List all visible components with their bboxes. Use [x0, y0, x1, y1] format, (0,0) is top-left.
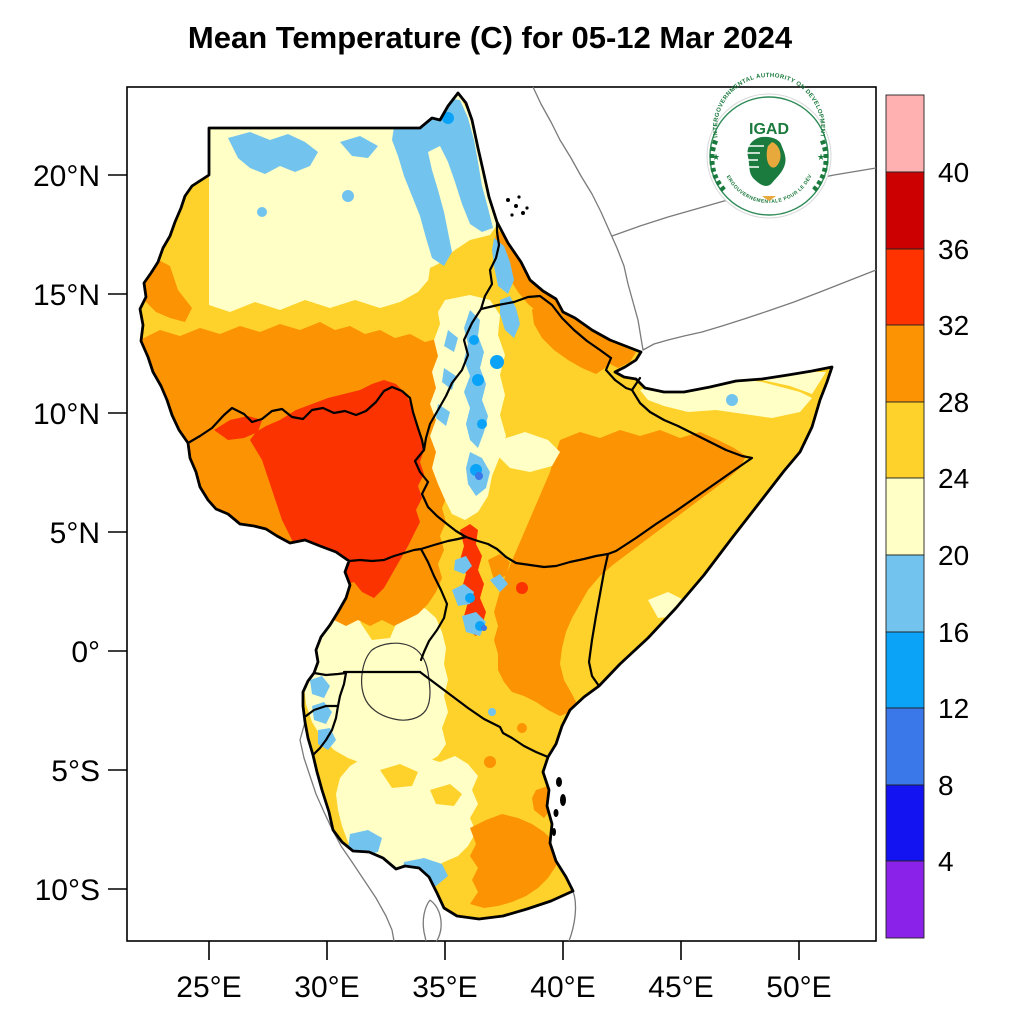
colorbar-swatch-32-36	[885, 248, 925, 326]
colorbar-swatch-28-32	[885, 324, 925, 403]
temperature-fill-layer	[140, 93, 832, 919]
figure-title: Mean Temperature (C) for 05-12 Mar 2024	[188, 20, 793, 55]
colorbar-swatch-8-12	[885, 707, 925, 786]
colorbar-label-32: 32	[938, 310, 969, 341]
axis-ticks	[108, 174, 800, 960]
colorbar-label-24: 24	[938, 463, 969, 494]
colorbar-swatch-below-4	[885, 860, 925, 939]
colorbar-label-4: 4	[938, 846, 954, 877]
lon-tick-label-40e: 40°E	[530, 971, 595, 1004]
colorbar: 40 36 32 28 24 20 16 12 8 4	[885, 94, 969, 939]
lat-tick-label-10n: 10°N	[33, 398, 100, 431]
colorbar-swatch-36-40	[885, 171, 925, 250]
laurel-base-icon	[762, 196, 776, 201]
colorbar-label-20: 20	[938, 540, 969, 571]
fill-8-12	[475, 472, 487, 631]
lake-victoria	[361, 642, 431, 721]
lon-tick-label-25e: 25°E	[176, 971, 241, 1004]
colorbar-label-8: 8	[938, 770, 954, 801]
lon-tick-label-45e: 45°E	[648, 971, 713, 1004]
colorbar-swatch-16-20	[885, 554, 925, 633]
colorbar-swatches	[885, 94, 925, 939]
colorbar-label-16: 16	[938, 617, 969, 648]
logo-star-right-icon: ★	[817, 152, 825, 162]
logo-wordmark: IGAD	[749, 121, 789, 138]
lat-tick-label-10s: 10°S	[35, 874, 100, 907]
colorbar-swatch-12-16	[885, 631, 925, 709]
country-borders	[186, 220, 754, 759]
lat-tick-label-5s: 5°S	[51, 755, 100, 788]
lat-tick-label-15n: 15°N	[33, 279, 100, 312]
africa-map-icon	[742, 136, 786, 186]
colorbar-swatch-above-40	[885, 94, 925, 173]
colorbar-label-36: 36	[938, 234, 969, 265]
axis-labels: 20°N 15°N 10°N 5°N 0° 5°S 10°S 25°E 30°E…	[33, 160, 832, 1004]
lon-tick-label-30e: 30°E	[294, 971, 359, 1004]
map-panel: 20°N 15°N 10°N 5°N 0° 5°S 10°S 25°E 30°E…	[33, 86, 877, 1004]
lat-tick-label-5n: 5°N	[50, 517, 100, 550]
colorbar-labels: 40 36 32 28 24 20 16 12 8 4	[938, 157, 969, 877]
lat-tick-label-0: 0°	[71, 636, 100, 669]
logo-star-left-icon: ★	[712, 152, 720, 162]
colorbar-swatch-4-8	[885, 784, 925, 862]
colorbar-swatch-24-28	[885, 401, 925, 479]
colorbar-label-12: 12	[938, 693, 969, 724]
colorbar-swatch-20-24	[885, 477, 925, 556]
lon-tick-label-35e: 35°E	[412, 971, 477, 1004]
fill-32-36	[214, 284, 554, 636]
island-dots	[506, 195, 566, 836]
lat-tick-label-20n: 20°N	[33, 160, 100, 193]
colorbar-label-28: 28	[938, 387, 969, 418]
colorbar-label-40: 40	[938, 157, 969, 188]
lon-tick-label-50e: 50°E	[766, 971, 831, 1004]
fill-20-24-highlands	[430, 295, 684, 618]
